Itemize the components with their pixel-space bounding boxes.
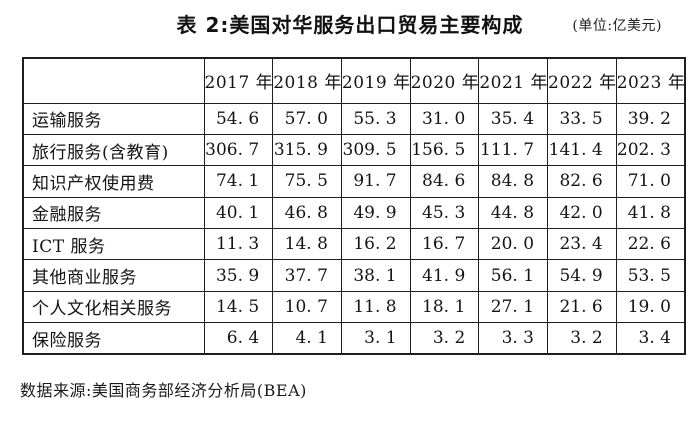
year-header-2020: 2020 年 bbox=[409, 57, 480, 104]
value-cell: 41. 8 bbox=[615, 196, 686, 230]
year-header-2022: 2022 年 bbox=[547, 57, 617, 104]
value-cell: 44. 8 bbox=[478, 196, 549, 230]
value-cell: 10. 7 bbox=[272, 290, 342, 324]
value-cell: 22. 6 bbox=[615, 227, 686, 261]
value-cell: 53. 5 bbox=[615, 259, 686, 292]
table-title: 表 2:美国对华服务出口贸易主要构成 bbox=[176, 13, 524, 37]
value-cell: 202. 3 bbox=[615, 133, 686, 167]
table-row-ip-royalties: 知识产权使用费 74. 1 75. 5 91. 7 84. 6 84. 8 82… bbox=[22, 165, 686, 198]
row-label: 旅行服务(含教育) bbox=[22, 133, 205, 167]
value-cell: 37. 7 bbox=[272, 259, 342, 292]
value-cell: 45. 3 bbox=[409, 196, 480, 230]
value-cell: 35. 9 bbox=[203, 259, 274, 292]
value-cell: 16. 7 bbox=[409, 227, 480, 261]
year-header-2018: 2018 年 bbox=[272, 57, 342, 104]
value-cell: 38. 1 bbox=[340, 259, 411, 292]
value-cell: 54. 6 bbox=[203, 102, 274, 135]
value-cell: 27. 1 bbox=[478, 290, 549, 324]
value-cell: 75. 5 bbox=[272, 165, 342, 198]
row-label: 个人文化相关服务 bbox=[22, 290, 205, 324]
row-label: 保险服务 bbox=[22, 322, 205, 355]
row-label: ICT 服务 bbox=[22, 227, 205, 261]
value-cell: 31. 0 bbox=[409, 102, 480, 135]
table-row-ict: ICT 服务 11. 3 14. 8 16. 2 16. 7 20. 0 23.… bbox=[22, 227, 686, 261]
row-label: 金融服务 bbox=[22, 196, 205, 230]
value-cell: 309. 5 bbox=[340, 133, 411, 167]
value-cell: 19. 0 bbox=[615, 290, 686, 324]
value-cell: 33. 5 bbox=[547, 102, 617, 135]
value-cell: 141. 4 bbox=[547, 133, 617, 167]
value-cell: 84. 8 bbox=[478, 165, 549, 198]
data-source-note: 数据来源:美国商务部经济分析局(BEA) bbox=[20, 381, 307, 400]
value-cell: 3. 3 bbox=[478, 322, 549, 355]
value-cell: 49. 9 bbox=[340, 196, 411, 230]
year-header-2021: 2021 年 bbox=[478, 57, 549, 104]
value-cell: 23. 4 bbox=[547, 227, 617, 261]
table-row-personal-cultural: 个人文化相关服务 14. 5 10. 7 11. 8 18. 1 27. 1 2… bbox=[22, 290, 686, 324]
value-cell: 71. 0 bbox=[615, 165, 686, 198]
year-header-2023: 2023 年 bbox=[615, 57, 686, 104]
value-cell: 21. 6 bbox=[547, 290, 617, 324]
row-label: 运输服务 bbox=[22, 102, 205, 135]
table-row-financial: 金融服务 40. 1 46. 8 49. 9 45. 3 44. 8 42. 0… bbox=[22, 196, 686, 230]
value-cell: 315. 9 bbox=[272, 133, 342, 167]
value-cell: 40. 1 bbox=[203, 196, 274, 230]
value-cell: 3. 2 bbox=[409, 322, 480, 355]
value-cell: 55. 3 bbox=[340, 102, 411, 135]
value-cell: 156. 5 bbox=[409, 133, 480, 167]
value-cell: 18. 1 bbox=[409, 290, 480, 324]
value-cell: 3. 2 bbox=[547, 322, 617, 355]
value-cell: 82. 6 bbox=[547, 165, 617, 198]
value-cell: 3. 4 bbox=[615, 322, 686, 355]
value-cell: 111. 7 bbox=[478, 133, 549, 167]
value-cell: 84. 6 bbox=[409, 165, 480, 198]
value-cell: 14. 8 bbox=[272, 227, 342, 261]
value-cell: 20. 0 bbox=[478, 227, 549, 261]
value-cell: 3. 1 bbox=[340, 322, 411, 355]
table-row-other-business: 其他商业服务 35. 9 37. 7 38. 1 41. 9 56. 1 54.… bbox=[22, 259, 686, 292]
value-cell: 14. 5 bbox=[203, 290, 274, 324]
table-row-transport: 运输服务 54. 6 57. 0 55. 3 31. 0 35. 4 33. 5… bbox=[22, 102, 686, 135]
value-cell: 74. 1 bbox=[203, 165, 274, 198]
header-row: 2017 年 2018 年 2019 年 2020 年 2021 年 2022 … bbox=[22, 57, 686, 104]
year-header-2019: 2019 年 bbox=[340, 57, 411, 104]
table-caption-row: 表 2:美国对华服务出口贸易主要构成 (单位:亿美元) bbox=[0, 12, 700, 42]
services-export-table: 2017 年 2018 年 2019 年 2020 年 2021 年 2022 … bbox=[22, 57, 686, 355]
value-cell: 54. 9 bbox=[547, 259, 617, 292]
value-cell: 57. 0 bbox=[272, 102, 342, 135]
value-cell: 35. 4 bbox=[478, 102, 549, 135]
value-cell: 39. 2 bbox=[615, 102, 686, 135]
value-cell: 11. 8 bbox=[340, 290, 411, 324]
value-cell: 91. 7 bbox=[340, 165, 411, 198]
value-cell: 56. 1 bbox=[478, 259, 549, 292]
corner-cell bbox=[22, 57, 205, 104]
value-cell: 46. 8 bbox=[272, 196, 342, 230]
value-cell: 16. 2 bbox=[340, 227, 411, 261]
value-cell: 4. 1 bbox=[272, 322, 342, 355]
table-row-travel: 旅行服务(含教育) 306. 7 315. 9 309. 5 156. 5 11… bbox=[22, 133, 686, 167]
value-cell: 41. 9 bbox=[409, 259, 480, 292]
value-cell: 11. 3 bbox=[203, 227, 274, 261]
table-row-insurance: 保险服务 6. 4 4. 1 3. 1 3. 2 3. 3 3. 2 3. 4 bbox=[22, 322, 686, 355]
row-label: 知识产权使用费 bbox=[22, 165, 205, 198]
value-cell: 6. 4 bbox=[203, 322, 274, 355]
value-cell: 306. 7 bbox=[203, 133, 274, 167]
row-label: 其他商业服务 bbox=[22, 259, 205, 292]
year-header-2017: 2017 年 bbox=[203, 57, 274, 104]
value-cell: 42. 0 bbox=[547, 196, 617, 230]
unit-note: (单位:亿美元) bbox=[572, 18, 662, 34]
